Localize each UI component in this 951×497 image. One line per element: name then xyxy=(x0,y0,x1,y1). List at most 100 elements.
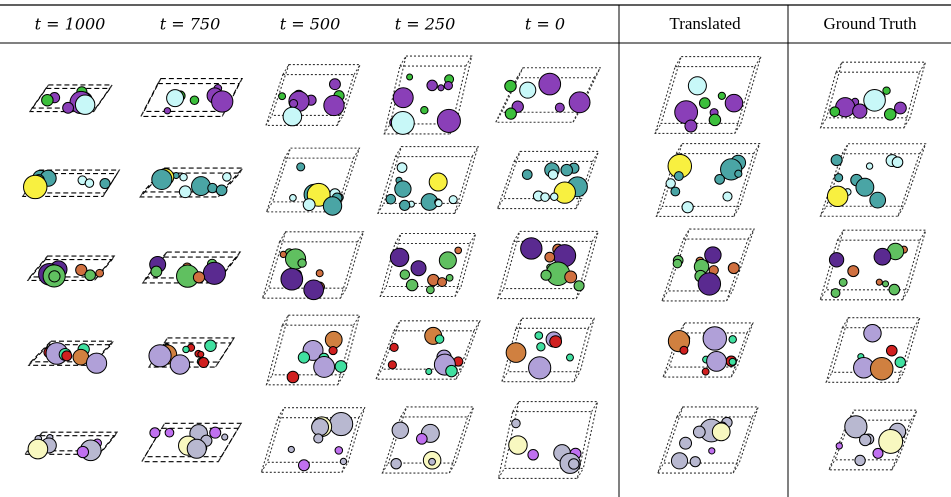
crystal-cell xyxy=(30,85,112,115)
cell-edge xyxy=(142,457,145,462)
cell-edge xyxy=(143,278,146,283)
atom xyxy=(569,92,590,113)
crystal-cell xyxy=(502,318,594,381)
atom xyxy=(205,340,216,351)
atom xyxy=(892,157,903,168)
header-row: t = 1000t = 750t = 500t = 250t = 0Transl… xyxy=(35,14,917,34)
atom xyxy=(279,93,286,100)
atom xyxy=(735,170,742,177)
atom xyxy=(179,186,191,198)
crystal-cell xyxy=(496,68,600,123)
atom xyxy=(314,357,335,378)
cell-edge xyxy=(920,230,926,240)
atom xyxy=(152,169,172,189)
atom xyxy=(728,263,739,274)
cell-edge xyxy=(340,288,346,298)
atom xyxy=(62,351,72,361)
cell-edge xyxy=(141,111,144,116)
cell-edge xyxy=(358,232,364,242)
atom xyxy=(702,368,709,375)
atom xyxy=(151,266,162,277)
cell-edge xyxy=(278,408,284,418)
cell-edge xyxy=(455,203,461,213)
cell-edge xyxy=(218,457,221,462)
atom xyxy=(400,200,410,210)
structure-grid xyxy=(23,56,926,478)
atom xyxy=(827,186,847,206)
atom xyxy=(170,355,189,374)
cell-edge xyxy=(231,338,234,343)
crystal-cell xyxy=(262,232,363,300)
atom xyxy=(671,187,680,196)
atom xyxy=(455,247,462,254)
atom xyxy=(839,278,847,286)
cell-edge xyxy=(662,291,668,301)
atom xyxy=(520,82,536,98)
cell-edge xyxy=(337,115,343,125)
atom xyxy=(895,357,905,367)
crystal-cell xyxy=(820,230,926,300)
atom xyxy=(407,74,413,80)
atom xyxy=(28,439,48,459)
crystal-cell xyxy=(28,256,114,287)
cell-edge xyxy=(140,192,143,197)
cell-edge xyxy=(267,202,273,212)
atom xyxy=(149,345,171,367)
cell-edge xyxy=(216,362,219,367)
cell-edge xyxy=(656,206,662,216)
cell-edge xyxy=(384,124,390,134)
atom xyxy=(551,193,558,200)
atom xyxy=(685,120,697,132)
atom xyxy=(729,358,736,365)
cell-edge xyxy=(272,65,360,116)
atom xyxy=(889,284,900,295)
crystal-cell xyxy=(149,338,234,374)
atom xyxy=(406,279,417,290)
atom xyxy=(429,173,447,191)
atom xyxy=(879,430,903,454)
atom xyxy=(539,73,561,95)
atom xyxy=(690,457,700,467)
atom xyxy=(297,163,305,171)
atom xyxy=(698,273,720,295)
atom xyxy=(707,351,727,371)
cell-edge xyxy=(470,233,476,243)
atom xyxy=(298,460,309,471)
cell-edge xyxy=(401,407,407,417)
atom xyxy=(566,354,573,361)
cell-edge xyxy=(731,367,737,377)
crystal-cell xyxy=(829,410,917,470)
cell-edge xyxy=(261,462,267,472)
atom xyxy=(223,173,231,181)
atom xyxy=(709,114,721,126)
column-header: t = 750 xyxy=(160,15,221,34)
atom xyxy=(426,286,434,294)
atom xyxy=(437,109,460,132)
atom xyxy=(63,102,74,113)
atom xyxy=(303,199,315,211)
cell-edge xyxy=(898,372,904,382)
crystal-cell xyxy=(140,168,242,198)
atom xyxy=(831,155,842,166)
cell-edge xyxy=(395,147,401,157)
atom xyxy=(830,107,840,117)
atom xyxy=(535,332,543,340)
crystal-cell xyxy=(142,423,241,461)
atom xyxy=(438,85,444,91)
atom xyxy=(673,259,682,268)
atom xyxy=(718,92,725,99)
cell-edge xyxy=(676,144,682,154)
atom xyxy=(391,111,414,134)
atom xyxy=(164,108,170,114)
atom xyxy=(290,99,298,107)
crystal-cell xyxy=(655,57,761,134)
atom xyxy=(866,163,872,169)
cell-edge xyxy=(164,338,167,343)
atom xyxy=(288,446,294,452)
atom xyxy=(682,202,693,213)
atom xyxy=(675,101,698,124)
atom xyxy=(421,106,428,113)
cell-edge xyxy=(594,68,600,78)
atom xyxy=(100,179,110,189)
atom xyxy=(183,346,189,352)
